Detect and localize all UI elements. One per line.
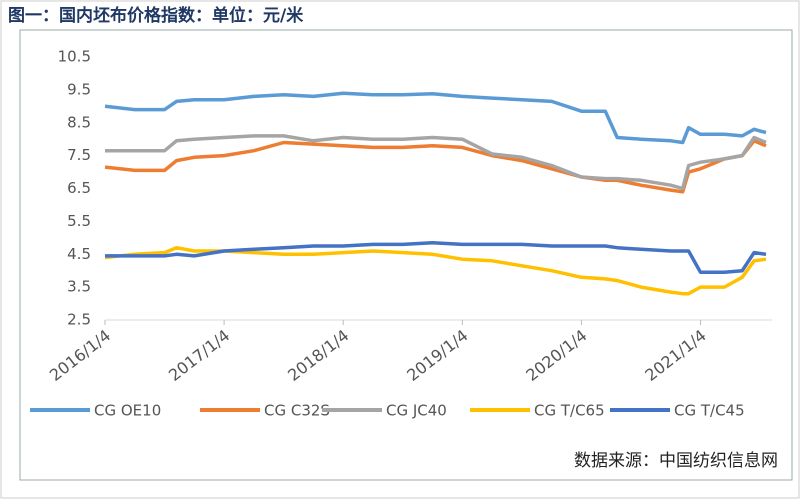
source: 数据来源：中国纺织信息网 — [574, 451, 778, 471]
y-tick-label: 10.5 — [58, 48, 91, 66]
y-tick-label: 4.5 — [67, 245, 91, 263]
y-tick-label: 7.5 — [67, 146, 91, 164]
series-line — [105, 240, 767, 275]
legend-label: CG JC40 — [386, 402, 447, 420]
legend-label: CG T/C65 — [534, 402, 605, 420]
y-tick-label: 9.5 — [67, 80, 91, 98]
series-line — [105, 134, 767, 191]
legend-label: CG T/C45 — [674, 402, 745, 420]
series-line — [104, 91, 767, 145]
y-tick-label: 8.5 — [67, 113, 91, 131]
chart-title: 图一：国内坯布价格指数：单位：元/米 — [8, 5, 304, 26]
y-tick-label: 2.5 — [67, 311, 91, 329]
y-tick-label: 6.5 — [67, 179, 91, 197]
legend-label: CG C32S — [264, 402, 330, 420]
chart-border — [19, 29, 793, 481]
y-tick-label: 5.5 — [67, 212, 91, 230]
y-tick-label: 3.5 — [67, 278, 91, 296]
legend-label: CG OE10 — [94, 402, 161, 420]
